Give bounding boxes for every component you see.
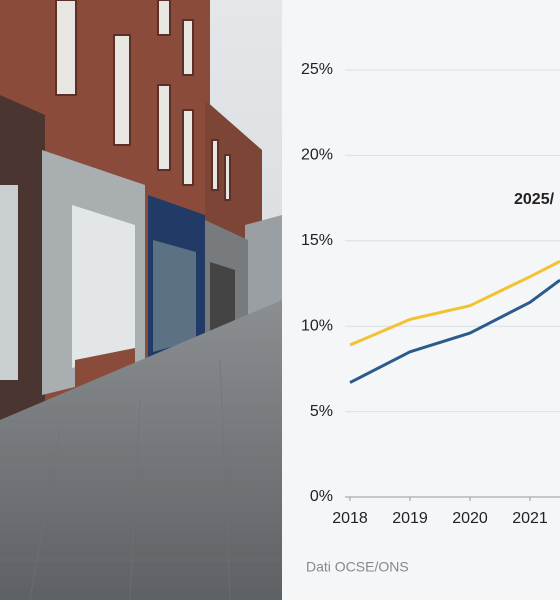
y-tick-label: 5% <box>310 403 333 420</box>
y-tick-label: 15% <box>301 232 333 249</box>
y-tick-label: 25% <box>301 61 333 78</box>
y-tick-label: 10% <box>301 317 333 334</box>
x-tick-label: 2020 <box>452 510 488 527</box>
x-tick-label: 2019 <box>392 510 428 527</box>
annotation: 2025/ <box>514 191 555 208</box>
line-series <box>349 259 560 347</box>
y-tick-label: 0% <box>310 488 333 505</box>
street-photo <box>0 0 282 601</box>
y-tick-label: 20% <box>301 147 333 164</box>
x-tick-label: 2018 <box>332 510 368 527</box>
x-tick-label: 2021 <box>512 510 548 527</box>
source: Dati OCSE/ONS <box>306 559 409 575</box>
chart-panel <box>282 0 560 600</box>
line-series <box>349 278 560 384</box>
